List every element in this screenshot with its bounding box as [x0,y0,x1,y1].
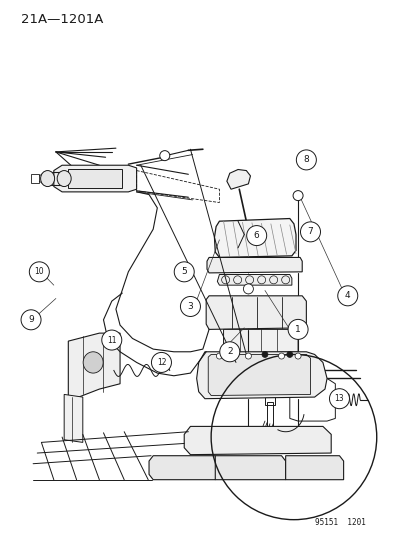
Polygon shape [196,352,326,399]
Polygon shape [214,219,295,257]
Polygon shape [68,169,122,188]
Ellipse shape [40,171,55,187]
Text: 9: 9 [28,316,34,324]
Text: 95151  1201: 95151 1201 [314,518,365,527]
Polygon shape [68,333,120,397]
Text: 7: 7 [307,228,313,236]
Circle shape [216,353,222,359]
Circle shape [151,352,171,373]
Circle shape [337,286,357,306]
Circle shape [243,284,253,294]
Polygon shape [206,257,301,273]
Circle shape [245,353,251,359]
Circle shape [233,351,238,358]
Text: 2: 2 [226,348,232,356]
Text: 4: 4 [344,292,350,300]
Circle shape [29,262,49,282]
Polygon shape [208,354,310,395]
Ellipse shape [57,171,71,187]
Polygon shape [223,329,297,353]
Text: 6: 6 [253,231,259,240]
Circle shape [180,296,200,317]
Circle shape [102,330,121,350]
Circle shape [174,262,194,282]
Text: 5: 5 [181,268,187,276]
Text: 8: 8 [303,156,309,164]
Polygon shape [64,394,83,442]
Polygon shape [211,456,285,480]
Circle shape [294,353,300,359]
Text: 12: 12 [157,358,166,367]
Polygon shape [217,274,291,285]
Circle shape [159,151,169,160]
Circle shape [286,351,292,358]
Circle shape [246,225,266,246]
Text: 3: 3 [187,302,193,311]
Polygon shape [149,456,215,480]
Circle shape [296,150,316,170]
Polygon shape [226,169,250,189]
Text: 13: 13 [334,394,344,403]
Text: 21A—1201A: 21A—1201A [21,13,103,26]
Text: 11: 11 [107,336,116,344]
Text: 1: 1 [294,325,300,334]
Circle shape [21,310,41,330]
Circle shape [261,351,267,358]
Polygon shape [206,296,306,329]
Ellipse shape [83,352,103,373]
Circle shape [300,222,320,242]
Circle shape [219,342,239,362]
Polygon shape [184,426,330,455]
Circle shape [292,191,302,200]
Circle shape [278,353,284,359]
Polygon shape [54,165,136,192]
Circle shape [287,319,307,340]
Text: 10: 10 [34,268,44,276]
Circle shape [329,389,349,409]
Polygon shape [285,456,343,480]
